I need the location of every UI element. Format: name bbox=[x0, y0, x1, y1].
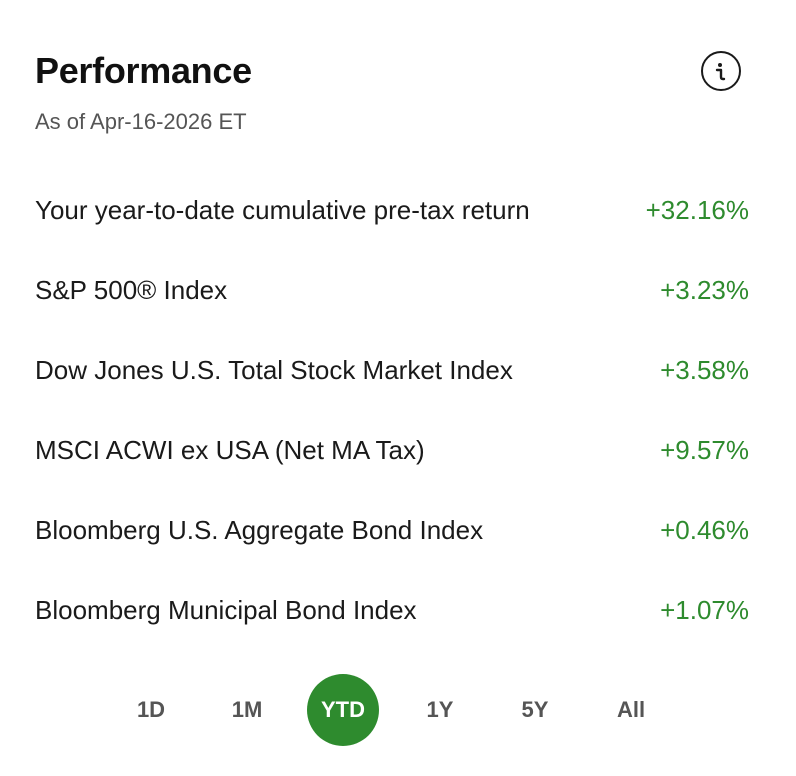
row-value: +0.46% bbox=[660, 514, 749, 545]
period-tab-1m[interactable]: 1M bbox=[231, 697, 263, 722]
period-tab-ytd[interactable]: YTD bbox=[307, 674, 379, 746]
list-item: MSCI ACWI ex USA (Net MA Tax) +9.57% bbox=[35, 410, 749, 490]
row-label: S&P 500® Index bbox=[35, 274, 228, 305]
row-label: Bloomberg Municipal Bond Index bbox=[35, 594, 417, 625]
period-selector: 1D 1M YTD 1Y 5Y All bbox=[0, 674, 796, 746]
row-value: +3.58% bbox=[660, 354, 749, 385]
period-tab-all[interactable]: All bbox=[616, 697, 646, 722]
list-item: Bloomberg U.S. Aggregate Bond Index +0.4… bbox=[35, 490, 749, 570]
info-button[interactable] bbox=[701, 51, 741, 91]
row-label: Bloomberg U.S. Aggregate Bond Index bbox=[35, 514, 484, 545]
row-value: +1.07% bbox=[660, 594, 749, 625]
page-title: Performance bbox=[35, 50, 252, 91]
row-value: +32.16% bbox=[645, 194, 749, 225]
row-value: +3.23% bbox=[660, 274, 749, 305]
list-item: Bloomberg Municipal Bond Index +1.07% bbox=[35, 570, 749, 650]
row-label: MSCI ACWI ex USA (Net MA Tax) bbox=[35, 434, 425, 465]
info-icon bbox=[715, 63, 726, 81]
row-label: Your year-to-date cumulative pre-tax ret… bbox=[35, 194, 530, 225]
list-item: Your year-to-date cumulative pre-tax ret… bbox=[35, 170, 749, 250]
list-item: Dow Jones U.S. Total Stock Market Index … bbox=[35, 330, 749, 410]
period-tab-1y[interactable]: 1Y bbox=[426, 697, 454, 722]
row-value: +9.57% bbox=[660, 434, 749, 465]
list-item: S&P 500® Index +3.23% bbox=[35, 250, 749, 330]
as-of-date: As of Apr-16-2026 ET bbox=[35, 109, 247, 134]
period-tab-1d[interactable]: 1D bbox=[136, 697, 166, 722]
period-tab-5y[interactable]: 5Y bbox=[521, 697, 549, 722]
performance-list: Your year-to-date cumulative pre-tax ret… bbox=[35, 170, 749, 650]
row-label: Dow Jones U.S. Total Stock Market Index bbox=[35, 354, 513, 385]
